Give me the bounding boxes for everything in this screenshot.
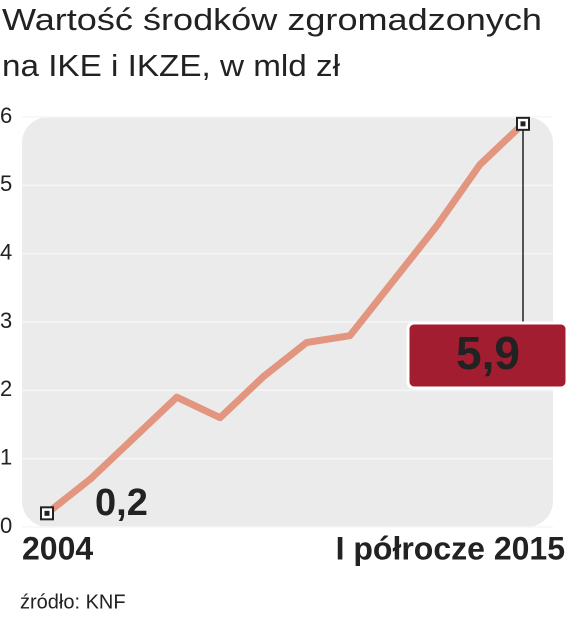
value-label: 0,2 xyxy=(95,482,148,524)
x-tick-label: 2004 xyxy=(22,530,93,566)
x-tick-label: I półrocze 2015 xyxy=(336,530,565,566)
y-tick-label: 4 xyxy=(0,239,12,264)
chart-title: na IKE i IKZE, w mld zł xyxy=(2,48,340,83)
y-tick-label: 1 xyxy=(0,444,12,469)
y-tick-label: 0 xyxy=(0,513,12,538)
marker-dot xyxy=(520,121,526,127)
value-label: 5,9 xyxy=(456,327,520,379)
y-tick-label: 6 xyxy=(0,103,12,128)
y-tick-label: 2 xyxy=(0,376,12,401)
y-tick-label: 3 xyxy=(0,308,12,333)
marker-dot xyxy=(44,510,50,516)
source: źródło: KNF xyxy=(20,591,126,613)
data-line xyxy=(43,120,527,517)
chart-title: Wartość środków zgromadzonych xyxy=(2,2,542,37)
callout-box xyxy=(406,321,569,390)
y-tick-label: 5 xyxy=(0,171,12,196)
